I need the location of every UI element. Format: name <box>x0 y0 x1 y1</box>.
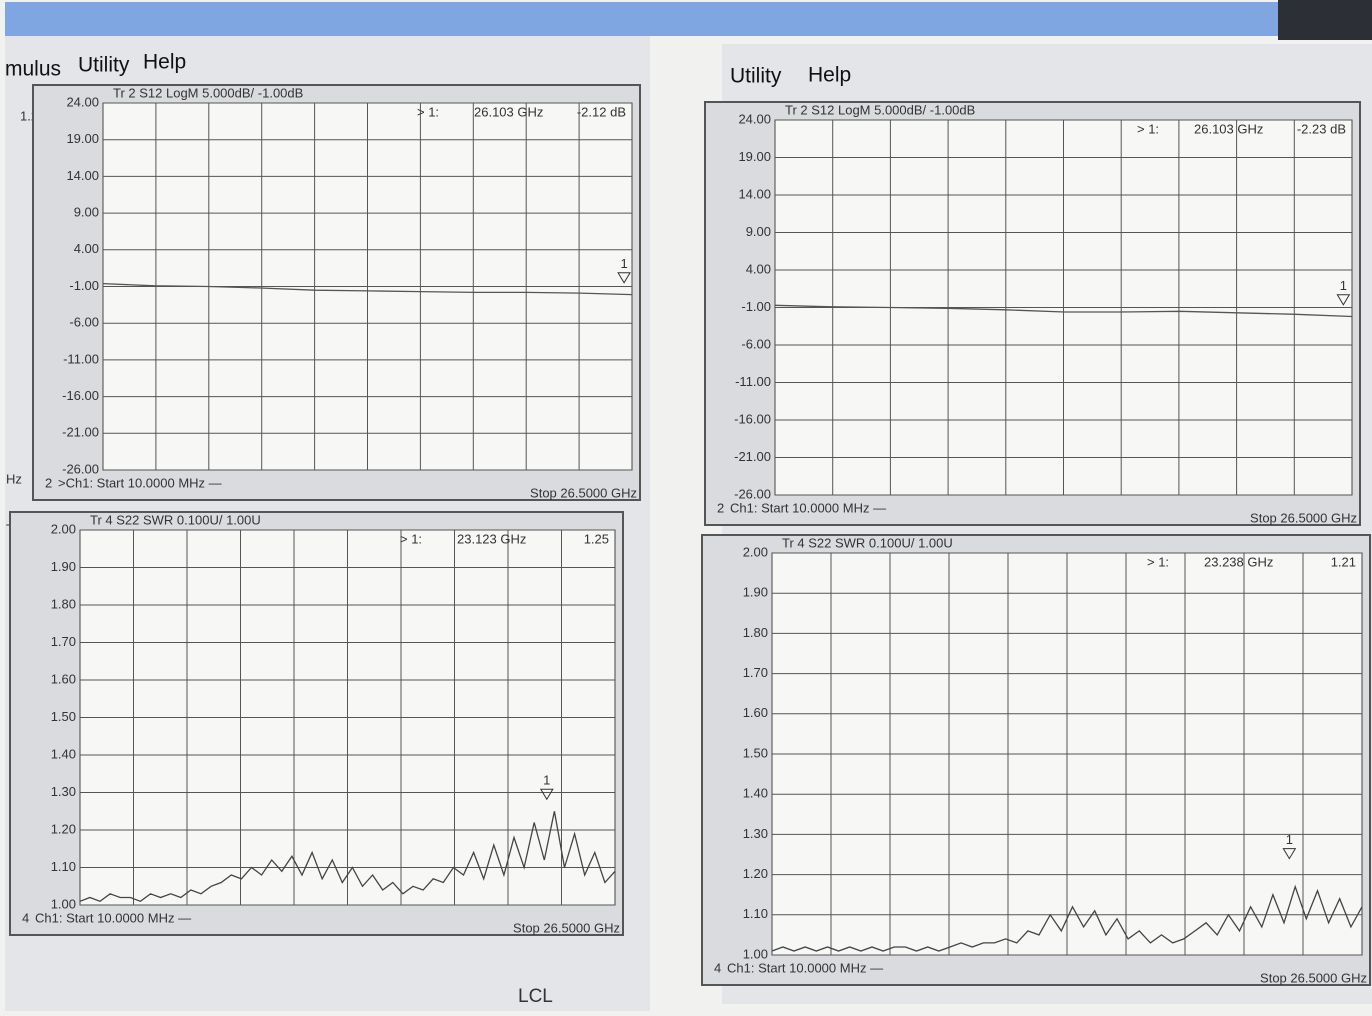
y-tick-label: 1.60 <box>51 671 76 686</box>
y-tick-label: 1.10 <box>743 906 768 921</box>
y-tick-label: -11.00 <box>63 351 99 366</box>
marker-number: 1 <box>543 773 550 788</box>
charts: 24.0019.0014.009.004.00-1.00-6.00-11.00-… <box>9 84 1371 986</box>
trace <box>771 884 1363 952</box>
y-tick-label: 1.20 <box>51 821 76 836</box>
start-label: Ch1: Start 10.0000 MHz — <box>730 500 886 515</box>
y-tick-label: 1.40 <box>743 786 768 801</box>
menu-item: Help <box>808 64 851 87</box>
y-tick-label: -16.00 <box>734 411 771 426</box>
y-tick-label: 24.00 <box>66 94 99 109</box>
y-tick-label: 4.00 <box>74 241 99 256</box>
marker <box>1282 848 1297 860</box>
y-tick-label: -16.00 <box>62 388 99 403</box>
marker-label: > 1: <box>1147 554 1169 569</box>
y-tick-label: -26.00 <box>62 461 99 476</box>
status-label: LCL <box>518 986 553 1007</box>
menu-item: Utility <box>730 65 782 88</box>
y-tick-label: -26.00 <box>734 486 771 501</box>
marker-y: 1.21 <box>1331 554 1356 569</box>
y-tick-label: 1.20 <box>743 866 768 881</box>
y-tick-label: -21.00 <box>62 425 99 440</box>
channel-number: 4 <box>714 960 721 975</box>
y-tick-label: 1.10 <box>51 859 76 874</box>
marker <box>617 272 631 284</box>
trace <box>774 304 1353 318</box>
y-tick-label: -1.00 <box>741 299 771 314</box>
y-tick-label: -6.00 <box>741 336 771 351</box>
y-tick-label: 1.70 <box>743 665 768 680</box>
y-tick-label: 19.00 <box>66 131 99 146</box>
y-tick-label: 1.90 <box>743 585 768 600</box>
y-tick-label: -1.00 <box>69 278 99 293</box>
y-tick-label: 1.80 <box>51 596 76 611</box>
marker-x: 26.103 GHz <box>1194 121 1263 136</box>
y-tick-label: 1.30 <box>51 784 76 799</box>
menu-item: mulus <box>5 58 61 81</box>
y-tick-label: 9.00 <box>74 205 99 220</box>
menu-item: Help <box>143 51 186 74</box>
stop-label: Stop 26.5000 GHz <box>1250 510 1357 525</box>
marker-label: > 1: <box>400 531 422 546</box>
trace-title: Tr 2 S12 LogM 5.000dB/ -1.00dB <box>785 102 975 117</box>
stop-label: Stop 26.5000 GHz <box>513 920 620 935</box>
start-label: Ch1: Start 10.0000 MHz — <box>35 910 191 925</box>
marker-y: 1.25 <box>584 531 609 546</box>
marker-label: > 1: <box>417 104 439 119</box>
marker-y: -2.12 dB <box>577 104 626 119</box>
start-label: Ch1: Start 10.0000 MHz — <box>727 960 883 975</box>
trace-title: Tr 2 S12 LogM 5.000dB/ -1.00dB <box>113 85 303 100</box>
background-corner <box>1278 0 1372 40</box>
y-tick-label: -21.00 <box>734 449 771 464</box>
stop-label: Stop 26.5000 GHz <box>1260 970 1367 985</box>
y-tick-label: 14.00 <box>66 168 99 183</box>
marker-x: 26.103 GHz <box>474 104 543 119</box>
y-tick-label: 2.00 <box>51 521 76 536</box>
edge-label: Hz <box>6 471 22 486</box>
start-label: >Ch1: Start 10.0000 MHz — <box>58 475 222 490</box>
marker <box>1336 294 1351 306</box>
y-tick-label: -6.00 <box>69 315 99 330</box>
y-tick-label: 19.00 <box>738 149 771 164</box>
y-tick-label: -11.00 <box>735 374 771 389</box>
trace-title: Tr 4 S22 SWR 0.100U/ 1.00U <box>782 535 953 550</box>
trace <box>79 811 616 903</box>
marker-number: 1 <box>1340 278 1347 293</box>
marker-y: -2.23 dB <box>1297 121 1346 136</box>
marker-x: 23.238 GHz <box>1204 554 1273 569</box>
y-tick-label: 9.00 <box>746 224 771 239</box>
marker-label: > 1: <box>1137 121 1159 136</box>
y-tick-label: 4.00 <box>746 261 771 276</box>
y-tick-label: 1.70 <box>51 634 76 649</box>
channel-number: 2 <box>45 475 52 490</box>
y-tick-label: 1.50 <box>743 745 768 760</box>
y-tick-label: 14.00 <box>738 186 771 201</box>
y-tick-label: 1.00 <box>743 946 768 961</box>
trace-title: Tr 4 S22 SWR 0.100U/ 1.00U <box>90 512 261 527</box>
y-tick-label: 2.00 <box>743 544 768 559</box>
trace <box>102 282 633 296</box>
menu-item: Utility <box>78 54 130 77</box>
y-tick-label: 1.00 <box>51 896 76 911</box>
title-bar <box>5 2 1278 36</box>
marker-number: 1 <box>620 256 627 271</box>
y-tick-label: 1.80 <box>743 625 768 640</box>
y-tick-label: 1.60 <box>743 705 768 720</box>
stop-label: Stop 26.5000 GHz <box>530 485 637 500</box>
marker-x: 23.123 GHz <box>457 531 526 546</box>
y-tick-label: 1.30 <box>743 826 768 841</box>
y-tick-label: 1.40 <box>51 746 76 761</box>
y-tick-label: 1.50 <box>51 709 76 724</box>
y-tick-label: 1.90 <box>51 559 76 574</box>
y-tick-label: 24.00 <box>738 111 771 126</box>
channel-number: 4 <box>22 910 29 925</box>
marker-number: 1 <box>1286 832 1293 847</box>
marker <box>539 788 554 801</box>
channel-number: 2 <box>717 500 724 515</box>
